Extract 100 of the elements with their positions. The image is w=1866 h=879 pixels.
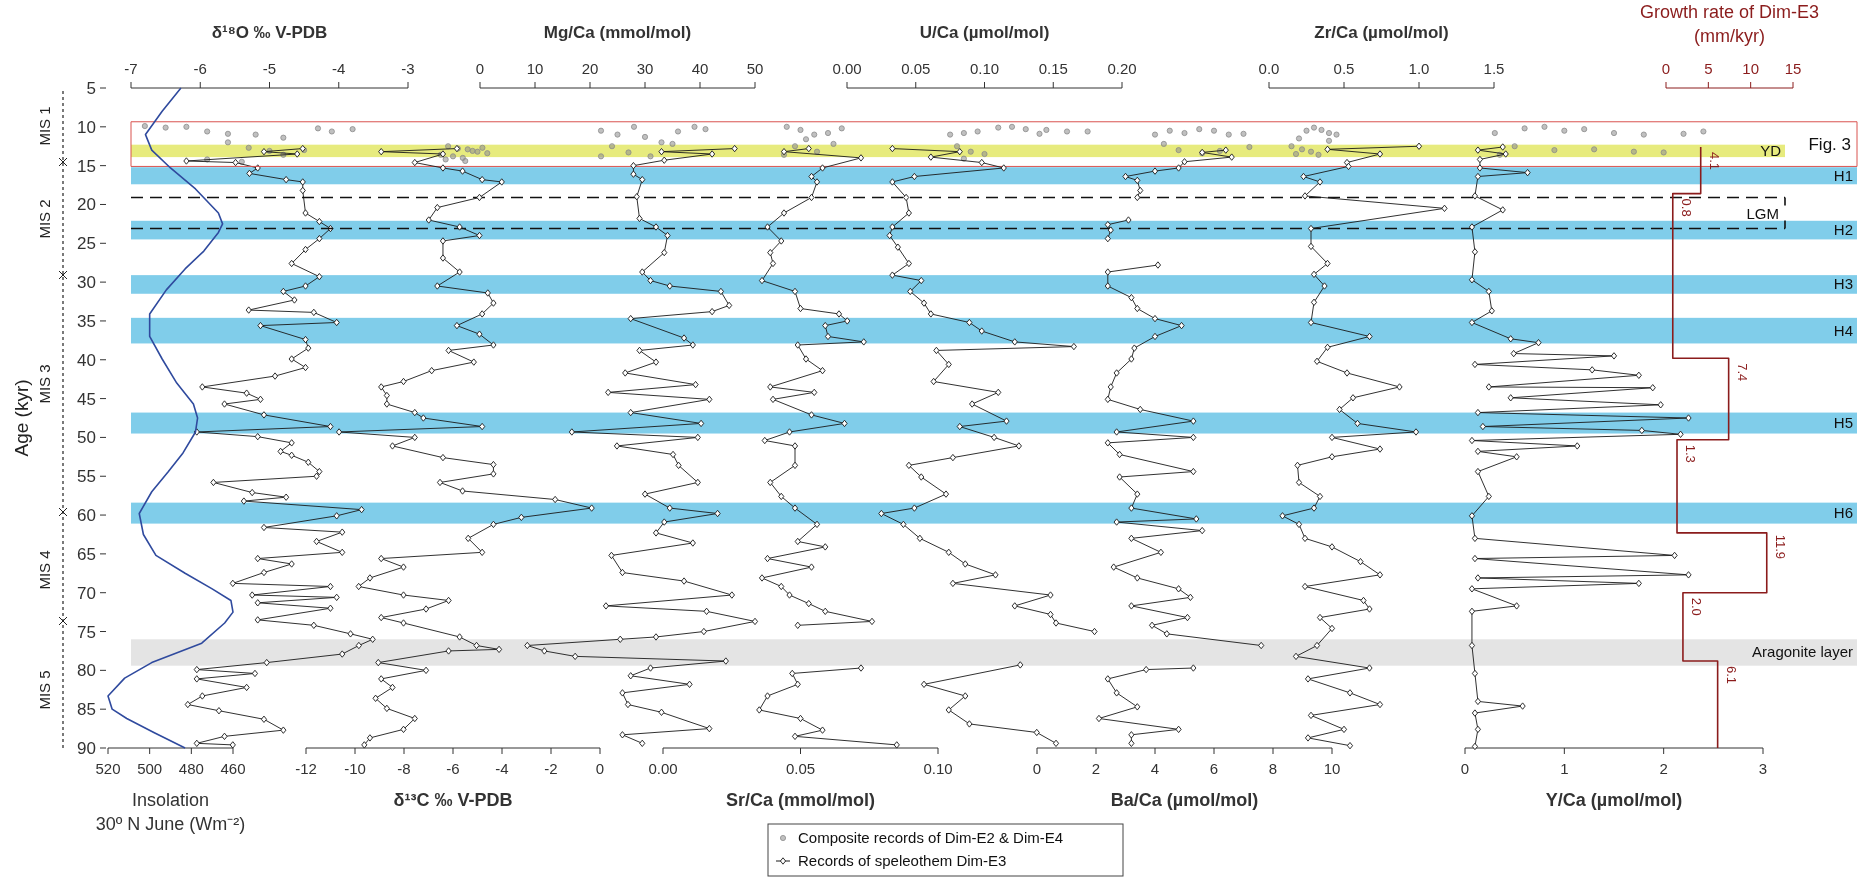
data-label: 11.9	[1772, 534, 1788, 560]
x-tick-label: 20	[581, 60, 599, 77]
ref-line-label: LGM	[1746, 205, 1779, 223]
band-label: H6	[1833, 504, 1853, 522]
x-axis-title: U/Ca (µmol/mol)	[919, 23, 1050, 42]
x-tick-label: 0.00	[832, 60, 862, 77]
x-tick-label: 6	[1209, 760, 1219, 777]
y-tick-label: 75	[77, 622, 96, 642]
y-tick-label: 15	[77, 156, 96, 176]
y-tick-label: 60	[77, 506, 96, 526]
x-tick-label: 480	[178, 760, 204, 777]
x-tick-label: -12	[295, 760, 317, 777]
x-tick-label: -4	[495, 760, 509, 777]
x-tick-label: 460	[220, 760, 246, 777]
x-axis-title: Y/Ca (µmol/mol)	[1545, 790, 1683, 810]
x-tick-label: -2	[544, 760, 558, 777]
x-tick-label: -10	[344, 760, 366, 777]
x-axis-title: δ¹³C ‰ V-PDB	[393, 790, 513, 810]
y-tick-label: 20	[77, 195, 96, 215]
x-tick-label: -4	[332, 60, 346, 77]
x-tick-label: 0.10	[969, 60, 1000, 77]
band-label: Aragonite layer	[1752, 643, 1853, 661]
y-axis-title: Age (kyr)	[11, 379, 32, 457]
x-tick-label: 2	[1659, 760, 1668, 777]
y-tick-label: 10	[77, 117, 96, 137]
x-tick-label: -6	[446, 760, 460, 777]
band-label: H1	[1833, 166, 1853, 184]
x-axis-title: δ¹⁸O ‰ V-PDB	[211, 23, 328, 42]
text: MIS 3	[36, 364, 53, 404]
legend-label: Records of speleothem Dim-E3	[798, 852, 1007, 869]
x-tick-label: 0.20	[1107, 60, 1137, 77]
band-label: H5	[1833, 414, 1853, 432]
y-tick-label: 45	[77, 389, 96, 409]
x-tick-label: 3	[1758, 760, 1768, 777]
x-tick-label: 0	[595, 760, 605, 777]
x-tick-label: 0.15	[1038, 60, 1068, 77]
text: MIS 1	[36, 106, 53, 146]
x-axis-title: Ba/Ca (µmol/mol)	[1110, 790, 1259, 810]
data-label: 7.4	[1734, 363, 1750, 382]
band-label: YD	[1760, 141, 1782, 159]
x-tick-label: 0	[475, 60, 485, 77]
x-tick-label: 0.0	[1258, 60, 1280, 77]
x-tick-label: -7	[124, 60, 138, 77]
y-tick-label: 65	[77, 544, 96, 564]
x-tick-label: 500	[137, 760, 163, 777]
x-tick-label: -8	[397, 760, 411, 777]
x-tick-label: 0.05	[901, 60, 931, 77]
x-tick-label: 1.5	[1483, 60, 1505, 77]
y-tick-label: 35	[77, 311, 96, 331]
x-tick-label: 4	[1150, 760, 1160, 777]
x-tick-label: 5	[1704, 60, 1713, 77]
y-tick-label: 5	[86, 79, 96, 98]
legend-label: Composite records of Dim-E2 & Dim-E4	[798, 829, 1064, 846]
band-label: H4	[1833, 321, 1853, 339]
y-tick-label: 50	[77, 428, 96, 448]
x-tick-label: -3	[401, 60, 415, 77]
x-axis-title: Insolation 30º N June (Wm⁻²)	[95, 790, 246, 835]
y-tick-label: 40	[77, 350, 96, 370]
band-label: H3	[1833, 275, 1853, 293]
x-tick-label: 10	[1742, 60, 1760, 77]
y-tick-label: 25	[77, 234, 96, 254]
x-tick-label: 520	[95, 760, 121, 777]
y-tick-label: 30	[77, 273, 96, 293]
data-label: 1.3	[1683, 444, 1699, 463]
x-tick-label: -5	[262, 60, 277, 77]
data-label: 4.1	[1706, 151, 1722, 171]
data-label: 0.8	[1678, 198, 1694, 217]
x-tick-label: 1.0	[1408, 60, 1430, 77]
x-tick-label: 1	[1560, 760, 1569, 777]
text: MIS 4	[36, 550, 53, 590]
data-label: 6.1	[1723, 666, 1739, 685]
x-tick-label: 2	[1091, 760, 1101, 777]
x-axis-title: Sr/Ca (mmol/mol)	[725, 790, 876, 810]
y-tick-label: 70	[77, 583, 96, 603]
x-axis-title: Mg/Ca (mmol/mol)	[543, 23, 692, 42]
x-tick-label: 0.00	[648, 760, 678, 777]
text: MIS 2	[36, 199, 53, 239]
y-tick-label: 85	[77, 700, 96, 720]
data-label: 2.0	[1688, 597, 1704, 616]
x-tick-label: 10	[526, 60, 544, 77]
x-tick-label: 0.10	[923, 760, 953, 777]
x-tick-label: 0	[1460, 760, 1470, 777]
y-tick-label: 80	[77, 661, 96, 681]
y-tick-label: 90	[77, 739, 96, 758]
text: MIS 5	[36, 670, 53, 710]
x-tick-label: 0.5	[1333, 60, 1355, 77]
x-tick-label: 0	[1661, 60, 1671, 77]
x-tick-label: 8	[1268, 760, 1278, 777]
x-tick-label: 10	[1323, 760, 1341, 777]
x-tick-label: 30	[636, 60, 654, 77]
y-tick-label: 55	[77, 467, 96, 487]
band-label: H2	[1833, 221, 1853, 239]
x-axis-title: Zr/Ca (µmol/mol)	[1314, 23, 1449, 42]
x-tick-label: 0.05	[785, 760, 816, 777]
x-tick-label: 15	[1784, 60, 1802, 77]
ref-line-label: Fig. 3	[1808, 135, 1851, 155]
x-tick-label: 40	[691, 60, 709, 77]
x-tick-label: 50	[746, 60, 764, 77]
x-tick-label: 0	[1032, 760, 1042, 777]
x-axis-title: Growth rate of Dim-E3 (mm/kyr)	[1639, 2, 1820, 47]
